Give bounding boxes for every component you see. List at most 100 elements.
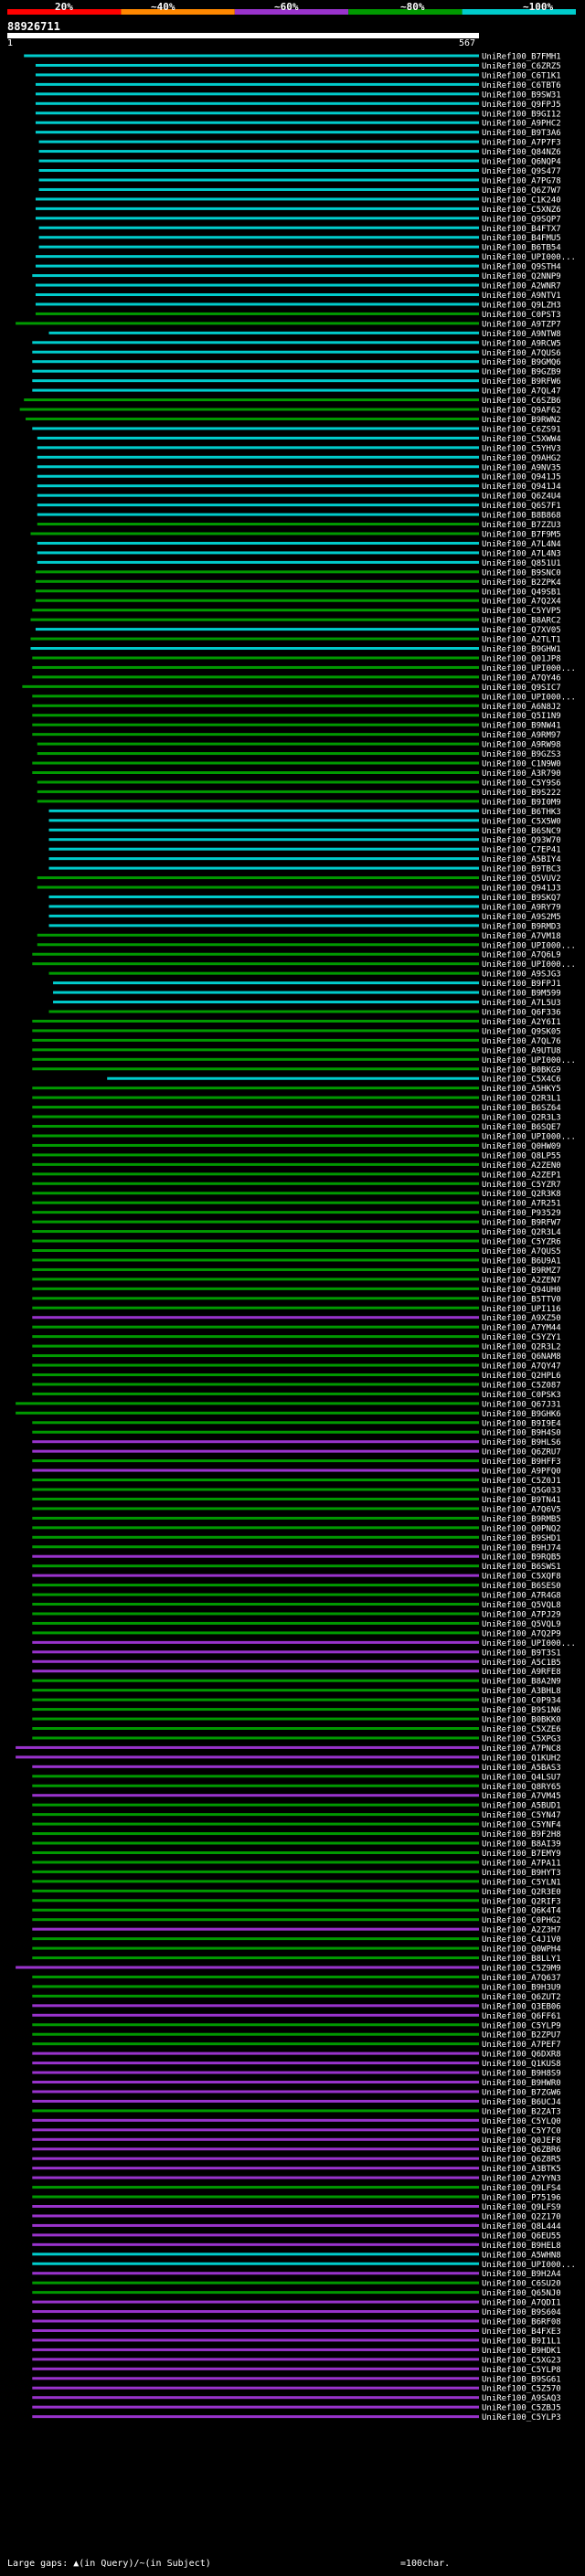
- hit-bar[interactable]: [35, 217, 479, 220]
- hit-bar[interactable]: [32, 1488, 480, 1491]
- hit-bar[interactable]: [32, 1822, 480, 1826]
- hit-bar[interactable]: [37, 742, 480, 746]
- hit-bar[interactable]: [32, 2081, 480, 2084]
- hit-bar[interactable]: [32, 2319, 480, 2323]
- hit-label[interactable]: UniRef100_A9NV35: [482, 463, 561, 472]
- hit-bar[interactable]: [32, 2405, 480, 2409]
- hit-bar[interactable]: [32, 1631, 480, 1635]
- hit-label[interactable]: UniRef100_B6THK3: [482, 808, 561, 817]
- hit-label[interactable]: UniRef100_B7EMY9: [482, 1850, 561, 1859]
- hit-label[interactable]: UniRef100_A7PG78: [482, 176, 561, 186]
- hit-bar[interactable]: [37, 933, 480, 937]
- hit-bar[interactable]: [35, 599, 479, 602]
- hit-bar[interactable]: [32, 1383, 480, 1386]
- hit-bar[interactable]: [35, 121, 479, 124]
- hit-label[interactable]: UniRef100_UPI000...: [482, 1132, 576, 1141]
- hit-bar[interactable]: [38, 236, 480, 239]
- hit-label[interactable]: UniRef100_A9NTW8: [482, 330, 561, 339]
- hit-label[interactable]: UniRef100_Q3EB06: [482, 2002, 561, 2011]
- hit-label[interactable]: UniRef100_B6RF08: [482, 2318, 561, 2327]
- hit-label[interactable]: UniRef100_B9GZS3: [482, 750, 561, 759]
- hit-bar[interactable]: [32, 2233, 480, 2237]
- hit-bar[interactable]: [35, 73, 479, 77]
- hit-label[interactable]: UniRef100_Q84NZ6: [482, 148, 561, 157]
- hit-label[interactable]: UniRef100_A7PA11: [482, 1859, 561, 1868]
- hit-bar[interactable]: [32, 761, 480, 765]
- hit-bar[interactable]: [37, 876, 480, 880]
- hit-bar[interactable]: [32, 694, 480, 698]
- hit-bar[interactable]: [37, 493, 480, 497]
- hit-label[interactable]: UniRef100_A7PJ29: [482, 1610, 561, 1619]
- hit-label[interactable]: UniRef100_B4FMU5: [482, 234, 561, 243]
- hit-label[interactable]: UniRef100_UPI000...: [482, 664, 576, 673]
- hit-bar[interactable]: [32, 1765, 480, 1768]
- hit-bar[interactable]: [48, 331, 479, 334]
- hit-label[interactable]: UniRef100_B9HEL8: [482, 2242, 561, 2251]
- hit-bar[interactable]: [32, 1468, 480, 1472]
- hit-label[interactable]: UniRef100_C5XG23: [482, 2356, 561, 2365]
- hit-bar[interactable]: [32, 1143, 480, 1147]
- hit-bar[interactable]: [32, 1316, 480, 1320]
- hit-bar[interactable]: [32, 1564, 480, 1568]
- hit-label[interactable]: UniRef100_C5Z0J1: [482, 1477, 561, 1486]
- hit-bar[interactable]: [32, 2147, 480, 2151]
- hit-label[interactable]: UniRef100_Q2R3L1: [482, 1095, 561, 1104]
- hit-label[interactable]: UniRef100_Q941J3: [482, 885, 561, 894]
- hit-bar[interactable]: [48, 895, 479, 898]
- hit-bar[interactable]: [32, 1574, 480, 1577]
- hit-bar[interactable]: [37, 513, 480, 516]
- hit-bar[interactable]: [32, 1603, 480, 1606]
- hit-bar[interactable]: [32, 2205, 480, 2208]
- hit-bar[interactable]: [48, 971, 479, 975]
- hit-bar[interactable]: [37, 560, 480, 564]
- hit-label[interactable]: UniRef100_C5XZE6: [482, 1725, 561, 1734]
- hit-label[interactable]: UniRef100_B9S1N6: [482, 1706, 561, 1715]
- hit-bar[interactable]: [37, 780, 480, 784]
- hit-label[interactable]: UniRef100_C6SZB6: [482, 397, 561, 406]
- hit-bar[interactable]: [32, 1249, 480, 1252]
- hit-bar[interactable]: [32, 1297, 480, 1300]
- hit-bar[interactable]: [32, 1516, 480, 1520]
- hit-label[interactable]: UniRef100_A3R790: [482, 769, 561, 779]
- hit-label[interactable]: UniRef100_A9PFQ0: [482, 1468, 561, 1477]
- hit-label[interactable]: UniRef100_B9SNC0: [482, 568, 561, 578]
- hit-bar[interactable]: [32, 1650, 480, 1654]
- hit-label[interactable]: UniRef100_Q9STH4: [482, 263, 561, 272]
- hit-label[interactable]: UniRef100_Q9LZH3: [482, 301, 561, 310]
- hit-bar[interactable]: [37, 541, 480, 545]
- hit-bar[interactable]: [32, 1287, 480, 1290]
- hit-label[interactable]: UniRef100_B9SG61: [482, 2375, 561, 2384]
- hit-label[interactable]: UniRef100_UPI000...: [482, 941, 576, 950]
- hit-bar[interactable]: [32, 704, 480, 707]
- hit-label[interactable]: UniRef100_Q8RY65: [482, 1783, 561, 1792]
- hit-label[interactable]: UniRef100_Q6ZRU7: [482, 1448, 561, 1458]
- hit-label[interactable]: UniRef100_C5Z570: [482, 2385, 561, 2394]
- hit-label[interactable]: UniRef100_B9H3U9: [482, 1983, 561, 1992]
- hit-label[interactable]: UniRef100_Q9FPJ5: [482, 101, 561, 110]
- hit-bar[interactable]: [35, 63, 479, 67]
- hit-label[interactable]: UniRef100_B9F2H8: [482, 1830, 561, 1839]
- hit-bar[interactable]: [32, 1813, 480, 1817]
- hit-bar[interactable]: [37, 465, 480, 469]
- hit-bar[interactable]: [32, 2415, 480, 2419]
- hit-bar[interactable]: [32, 1507, 480, 1511]
- hit-label[interactable]: UniRef100_Q9LFS4: [482, 2184, 561, 2193]
- hit-label[interactable]: UniRef100_B9HWR0: [482, 2079, 561, 2088]
- hit-bar[interactable]: [32, 1994, 480, 1998]
- hit-bar[interactable]: [38, 169, 480, 173]
- hit-bar[interactable]: [32, 609, 480, 612]
- hit-label[interactable]: UniRef100_Q6FF61: [482, 2012, 561, 2021]
- hit-bar[interactable]: [32, 1832, 480, 1836]
- hit-label[interactable]: UniRef100_A2WNR7: [482, 282, 561, 292]
- hit-label[interactable]: UniRef100_Q2HPL6: [482, 1372, 561, 1381]
- hit-bar[interactable]: [48, 905, 479, 908]
- hit-bar[interactable]: [32, 2291, 480, 2295]
- hit-bar[interactable]: [37, 474, 480, 478]
- hit-bar[interactable]: [32, 1621, 480, 1625]
- hit-label[interactable]: UniRef100_A9RCW5: [482, 339, 561, 348]
- hit-bar[interactable]: [32, 1497, 480, 1500]
- hit-bar[interactable]: [24, 398, 480, 402]
- hit-label[interactable]: UniRef100_Q94UH0: [482, 1286, 561, 1295]
- hit-label[interactable]: UniRef100_Q6ZBR6: [482, 2146, 561, 2155]
- hit-label[interactable]: UniRef100_B9TBC3: [482, 865, 561, 875]
